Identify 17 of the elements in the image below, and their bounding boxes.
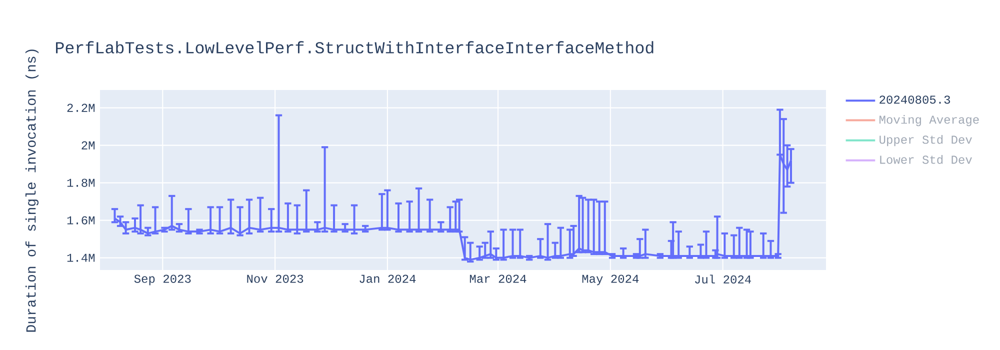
legend-label: Moving Average — [880, 114, 979, 126]
x-tick-label: Jul 2024 — [695, 274, 751, 284]
x-tick-label: Sep 2023 — [134, 274, 191, 286]
x-tick-label: Mar 2024 — [470, 274, 526, 283]
x-tick-label: Jan 2024 — [360, 274, 416, 283]
y-tick-label: 2M — [82, 141, 95, 150]
y-tick-label: 2.2M — [67, 104, 95, 112]
y-axis-title: Duration of single invocation (ns) — [25, 50, 39, 332]
x-tick-label: May 2024 — [582, 274, 639, 286]
legend-label: Upper Std Dev — [880, 134, 972, 146]
legend-label: Lower Std Dev — [880, 155, 972, 164]
legend-label: 20240805.3 — [880, 96, 950, 104]
y-tick-label: 1.8M — [67, 178, 95, 187]
y-tick-label: 1.6M — [67, 216, 95, 224]
chart-title: PerfLabTests.LowLevelPerf.StructWithInterfaceInterfaceMethod — [56, 41, 654, 54]
y-tick-label: 1.4M — [67, 254, 95, 262]
x-tick-label: Nov 2023 — [247, 274, 304, 283]
